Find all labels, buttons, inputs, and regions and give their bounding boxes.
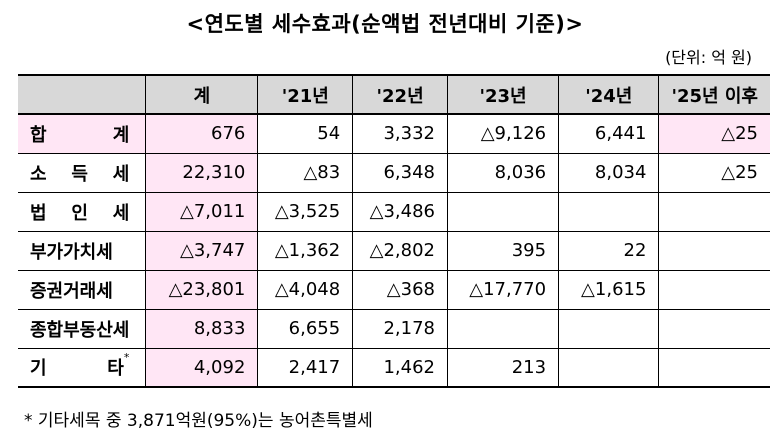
- cell-2022: 2,178: [352, 309, 448, 349]
- cell-2025-after: △25: [658, 114, 770, 154]
- header-cell-2023: '23년: [447, 74, 560, 115]
- cell-total: 676: [145, 114, 259, 154]
- table-row-property-tax: 종합부동산세 8,833 6,655 2,178: [18, 309, 770, 349]
- cell-2021: 2,417: [257, 348, 354, 388]
- cell-2021: △83: [257, 153, 354, 193]
- cell-total: 22,310: [145, 153, 259, 193]
- cell-total: 4,092: [145, 348, 259, 388]
- header-cell-blank: [18, 74, 147, 115]
- header-row: 계 '21년 '22년 '23년 '24년 '25년 이후: [18, 74, 770, 115]
- table-row-other: 기 타* 4,092 2,417 1,462 213: [18, 348, 770, 388]
- cell-2021: 6,655: [257, 309, 354, 349]
- table-row-corporate-tax: 법 인 세 △7,011 △3,525 △3,486: [18, 192, 770, 232]
- cell-2023: 395: [447, 231, 560, 271]
- cell-2025-after: [658, 309, 770, 349]
- table-row-income-tax: 소 득 세 22,310 △83 6,348 8,036 8,034 △25: [18, 153, 770, 193]
- cell-2023: 8,036: [447, 153, 560, 193]
- row-label: 합 계: [18, 114, 147, 154]
- cell-total: △7,011: [145, 192, 259, 232]
- row-label: 소 득 세: [18, 153, 147, 193]
- header-cell-2025-after: '25년 이후: [658, 74, 770, 115]
- cell-2025-after: △25: [658, 153, 770, 193]
- header-cell-total: 계: [145, 74, 259, 115]
- header-cell-2021: '21년: [257, 74, 354, 115]
- cell-2024: 22: [558, 231, 660, 271]
- cell-2021: △3,525: [257, 192, 354, 232]
- row-label: 증권거래세: [18, 270, 147, 310]
- cell-2022: 6,348: [352, 153, 448, 193]
- cell-2024: [558, 192, 660, 232]
- cell-2024: 6,441: [558, 114, 660, 154]
- row-label: 법 인 세: [18, 192, 147, 232]
- cell-2022: △3,486: [352, 192, 448, 232]
- cell-2023: △17,770: [447, 270, 560, 310]
- cell-2025-after: [658, 270, 770, 310]
- cell-2025-after: [658, 231, 770, 271]
- tax-effect-table: 계 '21년 '22년 '23년 '24년 '25년 이후 합 계 676 54…: [18, 74, 770, 388]
- footnote-mark: *: [123, 351, 130, 365]
- table-row-securities-tax: 증권거래세 △23,801 △4,048 △368 △17,770 △1,615: [18, 270, 770, 310]
- row-label: 부가가치세: [18, 231, 147, 271]
- header-cell-2022: '22년: [352, 74, 448, 115]
- cell-2025-after: [658, 348, 770, 388]
- cell-total: △3,747: [145, 231, 259, 271]
- row-label: 기 타: [30, 358, 124, 380]
- cell-2021: △4,048: [257, 270, 354, 310]
- cell-2025-after: [658, 192, 770, 232]
- cell-2023: 213: [447, 348, 560, 388]
- cell-2024: 8,034: [558, 153, 660, 193]
- cell-2022: △2,802: [352, 231, 448, 271]
- cell-2024: △1,615: [558, 270, 660, 310]
- cell-2024: [558, 309, 660, 349]
- cell-2023: △9,126: [447, 114, 560, 154]
- cell-total: △23,801: [145, 270, 259, 310]
- row-label: 종합부동산세: [18, 309, 147, 349]
- cell-total: 8,833: [145, 309, 259, 349]
- table-title: <연도별 세수효과(순액법 전년대비 기준)>: [186, 12, 584, 36]
- table-row-vat: 부가가치세 △3,747 △1,362 △2,802 395 22: [18, 231, 770, 271]
- cell-2021: △1,362: [257, 231, 354, 271]
- cell-2023: [447, 309, 560, 349]
- row-label-cell: 기 타*: [18, 348, 147, 388]
- cell-2022: 1,462: [352, 348, 448, 388]
- cell-2024: [558, 348, 660, 388]
- cell-2022: △368: [352, 270, 448, 310]
- unit-label: (단위: 억 원): [665, 48, 752, 67]
- cell-2023: [447, 192, 560, 232]
- cell-2022: 3,332: [352, 114, 448, 154]
- footnote: * 기타세목 중 3,871억원(95%)는 농어촌특별세: [24, 411, 373, 431]
- cell-2021: 54: [257, 114, 354, 154]
- header-cell-2024: '24년: [558, 74, 660, 115]
- table-row-total: 합 계 676 54 3,332 △9,126 6,441 △25: [18, 114, 770, 154]
